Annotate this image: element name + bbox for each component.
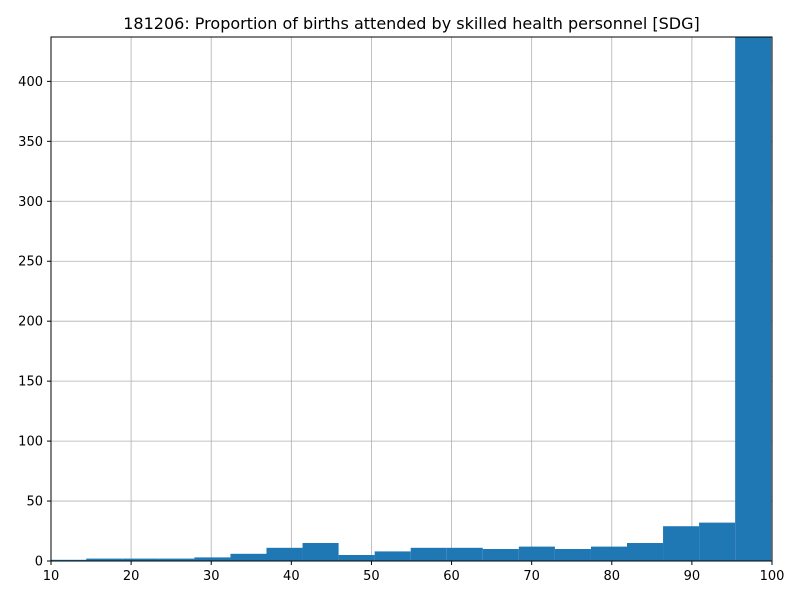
histogram-bar (51, 559, 87, 561)
histogram-bar (266, 547, 303, 561)
y-tick-label: 0 (35, 555, 43, 570)
axes (50, 36, 773, 562)
histogram-bar (518, 546, 555, 561)
grid-lines (50, 37, 773, 562)
histogram-bar (194, 557, 231, 561)
histogram-bars (51, 37, 772, 561)
histogram-bar (122, 558, 159, 561)
y-tick-label: 250 (18, 255, 43, 270)
histogram-bar (735, 37, 772, 561)
x-tick-label: 10 (43, 569, 60, 584)
histogram-bar (626, 543, 664, 561)
x-tick-label: 100 (760, 569, 785, 584)
histogram-bar (699, 522, 736, 561)
y-tick-label: 350 (18, 135, 43, 150)
x-tick-label: 50 (363, 569, 380, 584)
histogram-bar (374, 551, 411, 561)
histogram-bar (590, 546, 627, 561)
y-axis-ticks: 0 50 100 150 200 250 300 350 400 (18, 75, 51, 570)
x-tick-label: 80 (604, 569, 621, 584)
y-tick-label: 100 (18, 435, 43, 450)
x-tick-label: 70 (523, 569, 540, 584)
histogram-bar (410, 547, 447, 561)
x-tick-label: 90 (684, 569, 701, 584)
x-tick-label: 20 (123, 569, 140, 584)
y-tick-label: 50 (26, 495, 43, 510)
y-tick-label: 200 (18, 315, 43, 330)
x-tick-label: 40 (283, 569, 300, 584)
x-axis-ticks: 10 20 30 40 50 60 70 80 90 100 (43, 561, 785, 584)
x-tick-label: 60 (443, 569, 460, 584)
y-tick-label: 300 (18, 195, 43, 210)
histogram-bar (302, 543, 339, 561)
histogram-bar (338, 555, 375, 561)
x-tick-label: 30 (203, 569, 220, 584)
histogram-bar (158, 558, 195, 561)
histogram-bar (482, 549, 519, 561)
y-tick-label: 400 (18, 75, 43, 90)
histogram-bar (86, 558, 123, 561)
plot-frame (50, 36, 773, 562)
histogram-bar (446, 547, 483, 561)
chart-title: 181206: Proportion of births attended by… (123, 14, 699, 33)
y-tick-label: 150 (18, 375, 43, 390)
histogram-bar (663, 526, 700, 561)
histogram-bar (554, 549, 591, 561)
histogram-bar (230, 553, 267, 561)
